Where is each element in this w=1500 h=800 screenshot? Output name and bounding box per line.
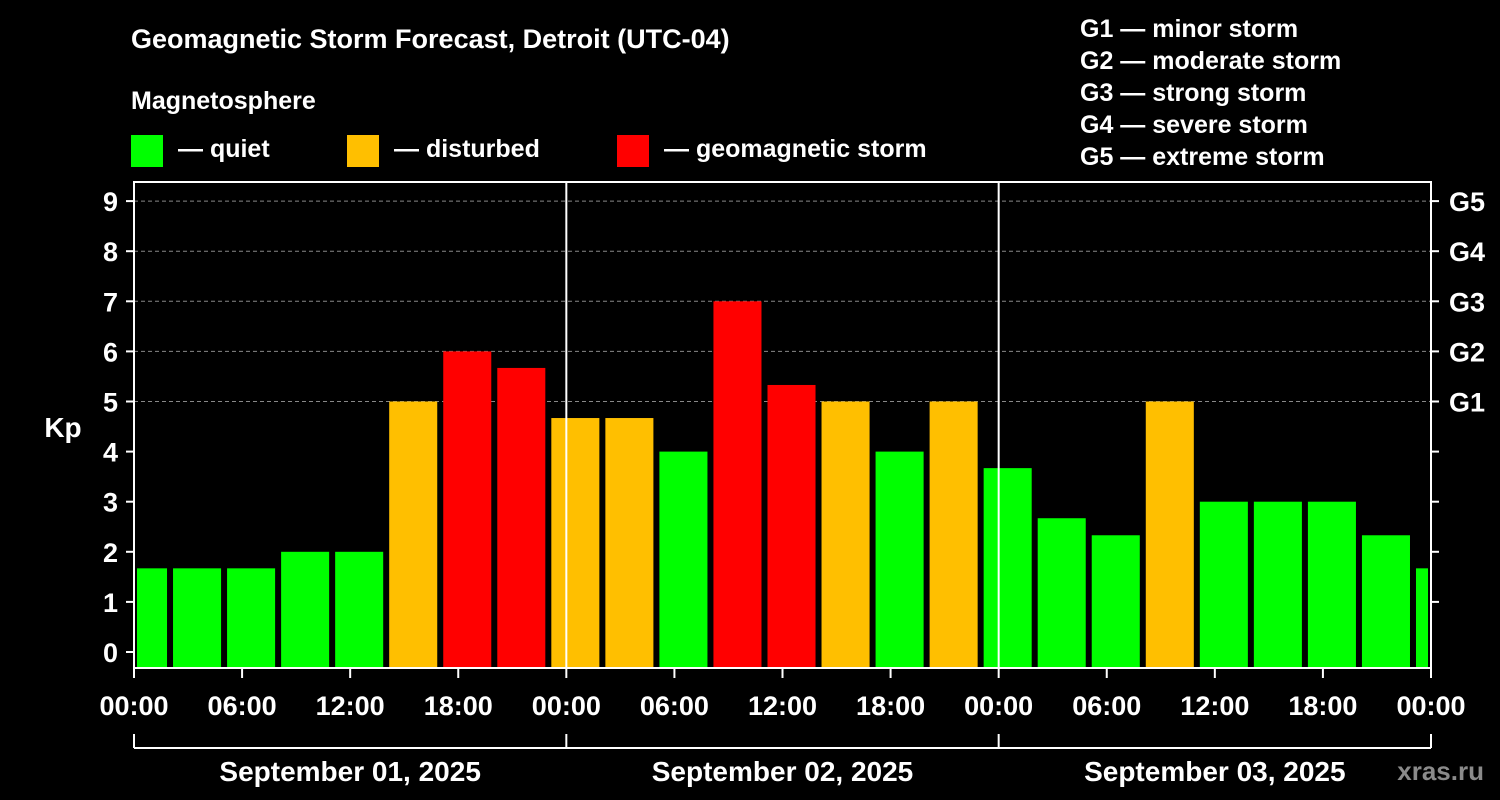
kp-bar-6 xyxy=(443,351,492,668)
storm-scale-g3: G3 — strong storm xyxy=(1080,79,1306,107)
storm-scale-g5: G5 — extreme storm xyxy=(1080,143,1325,171)
right-tick-label-G2: G2 xyxy=(1449,337,1485,367)
x-tick-label-8: 00:00 xyxy=(964,691,1033,721)
y-tick-label-5: 5 xyxy=(103,388,118,418)
right-tick-label-G3: G3 xyxy=(1449,287,1485,317)
x-tick-label-2: 12:00 xyxy=(316,691,385,721)
day-label-2: September 03, 2025 xyxy=(1084,756,1346,787)
legend-swatch-quiet xyxy=(131,135,163,167)
axes xyxy=(126,181,1439,749)
x-tick-label-11: 18:00 xyxy=(1288,691,1357,721)
kp-bar-15 xyxy=(929,401,978,668)
y-tick-label-7: 7 xyxy=(103,287,118,317)
kp-bar-21 xyxy=(1253,501,1302,668)
right-tick-label-G1: G1 xyxy=(1449,388,1485,418)
y-tick-label-6: 6 xyxy=(103,337,118,367)
y-axis-label: Kp xyxy=(44,412,81,443)
legend-label-storm: — geomagnetic storm xyxy=(664,135,927,163)
x-tick-label-12: 00:00 xyxy=(1396,691,1465,721)
x-tick-label-10: 12:00 xyxy=(1180,691,1249,721)
storm-scale-g4: G4 — severe storm xyxy=(1080,111,1308,139)
storm-scale-legend: G1 — minor storm G2 — moderate storm G3 … xyxy=(1080,15,1341,171)
kp-bar-0 xyxy=(137,568,168,668)
storm-scale-g1: G1 — minor storm xyxy=(1080,15,1298,43)
day-label-1: September 02, 2025 xyxy=(652,756,914,787)
kp-bar-17 xyxy=(1037,518,1086,668)
y-tick-label-9: 9 xyxy=(103,187,118,217)
right-tick-label-G5: G5 xyxy=(1449,187,1485,217)
kp-bar-4 xyxy=(335,551,384,668)
x-tick-label-4: 00:00 xyxy=(532,691,601,721)
x-tick-label-0: 00:00 xyxy=(99,691,168,721)
x-tick-label-3: 18:00 xyxy=(424,691,493,721)
kp-bar-1 xyxy=(173,568,222,668)
kp-bar-20 xyxy=(1199,501,1248,668)
watermark: xras.ru xyxy=(1397,756,1484,786)
kp-bar-18 xyxy=(1091,535,1140,668)
storm-scale-g2: G2 — moderate storm xyxy=(1080,47,1341,75)
kp-bar-2 xyxy=(227,568,276,668)
y-tick-label-1: 1 xyxy=(103,588,118,618)
day-label-0: September 01, 2025 xyxy=(219,756,481,787)
legend: — quiet — disturbed — geomagnetic storm xyxy=(131,135,927,167)
kp-bar-24 xyxy=(1415,568,1428,668)
legend-label-quiet: — quiet xyxy=(178,135,270,163)
kp-bar-8 xyxy=(551,418,600,668)
y-tick-label-0: 0 xyxy=(103,638,118,668)
kp-bar-7 xyxy=(497,367,546,668)
grid-lines xyxy=(134,200,1431,402)
kp-bar-19 xyxy=(1145,401,1194,668)
kp-bar-12 xyxy=(767,384,816,668)
x-tick-label-7: 18:00 xyxy=(856,691,925,721)
kp-bar-16 xyxy=(983,468,1032,668)
y-tick-label-4: 4 xyxy=(103,438,118,468)
kp-bar-23 xyxy=(1361,535,1410,668)
x-tick-label-6: 12:00 xyxy=(748,691,817,721)
legend-swatch-storm xyxy=(617,135,649,167)
kp-bar-14 xyxy=(875,451,924,668)
y-tick-label-2: 2 xyxy=(103,538,118,568)
x-tick-label-9: 06:00 xyxy=(1072,691,1141,721)
kp-bar-11 xyxy=(713,301,762,668)
x-tick-label-5: 06:00 xyxy=(640,691,709,721)
y-tick-label-3: 3 xyxy=(103,488,118,518)
right-tick-label-G4: G4 xyxy=(1449,237,1485,267)
bars xyxy=(137,301,1428,668)
kp-bar-3 xyxy=(281,551,330,668)
legend-label-disturbed: — disturbed xyxy=(394,135,540,163)
y-tick-label-8: 8 xyxy=(103,237,118,267)
axis-labels: 0 1 2 3 4 5 6 7 8 9 G1 G2 G3 G4 G5 00:00 06:00 12:00 18:00… xyxy=(99,187,1485,787)
kp-bar-13 xyxy=(821,401,870,668)
kp-bar-10 xyxy=(659,451,708,668)
kp-bar-9 xyxy=(605,418,654,668)
chart-title: Geomagnetic Storm Forecast, Detroit (UTC… xyxy=(131,24,730,54)
kp-bar-5 xyxy=(389,401,438,668)
kp-bar-22 xyxy=(1307,501,1356,668)
legend-title: Magnetosphere xyxy=(131,87,316,115)
legend-swatch-disturbed xyxy=(347,135,379,167)
x-tick-label-1: 06:00 xyxy=(208,691,277,721)
